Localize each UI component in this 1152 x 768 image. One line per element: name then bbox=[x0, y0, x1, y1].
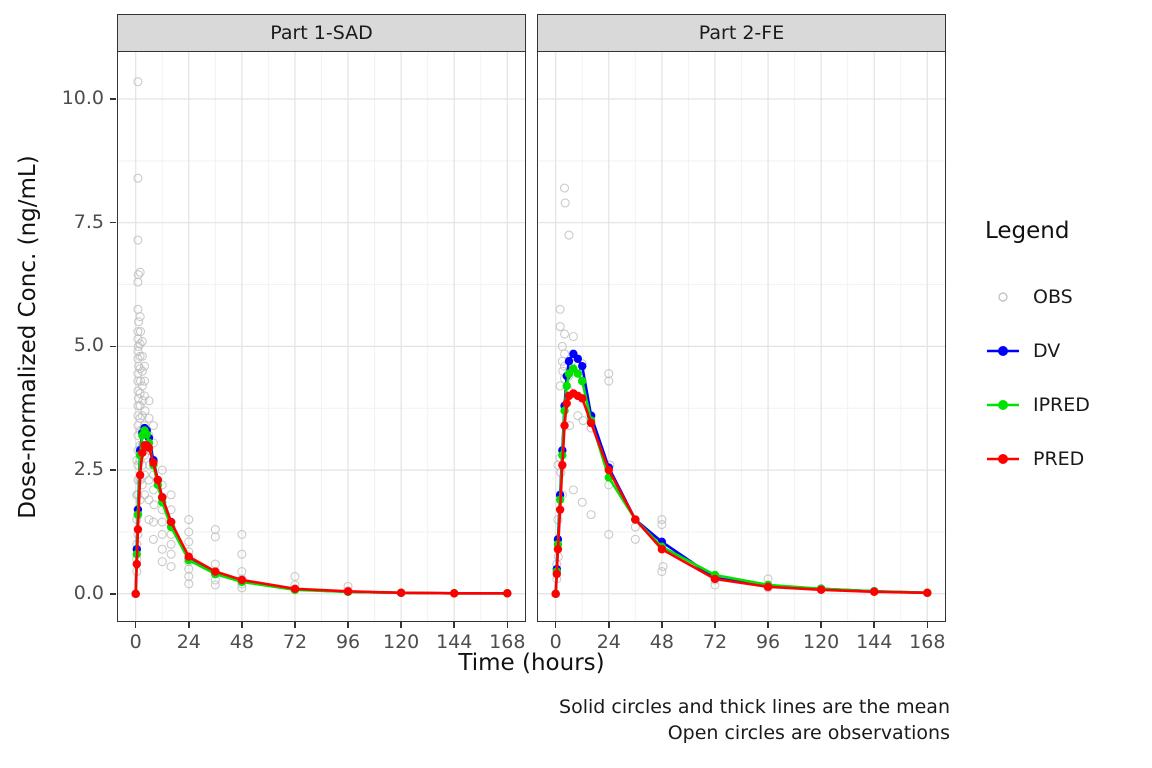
y-axis-tick bbox=[110, 593, 116, 595]
x-tick-label: 144 bbox=[856, 631, 893, 653]
x-axis-tick bbox=[400, 622, 402, 628]
x-axis-tick bbox=[926, 622, 929, 628]
legend-label: OBS bbox=[1033, 286, 1073, 308]
y-tick-label: 10.0 bbox=[61, 87, 104, 109]
legend-title: Legend bbox=[985, 218, 1070, 244]
legend: Legend OBS DV IPRED PRED bbox=[985, 218, 1090, 486]
x-axis-tick bbox=[554, 622, 557, 628]
x-tick-label: 48 bbox=[649, 631, 674, 653]
x-tick-label: 96 bbox=[335, 631, 361, 653]
dv-line-point-icon bbox=[985, 340, 1021, 362]
x-axis-tick bbox=[188, 622, 190, 628]
plot-area-part1-sad bbox=[118, 52, 525, 621]
minor-gridlines bbox=[118, 52, 525, 621]
x-axis-tick bbox=[767, 622, 769, 628]
x-tick-label: 144 bbox=[436, 631, 473, 653]
y-axis-tick bbox=[110, 221, 116, 224]
legend-label: DV bbox=[1033, 340, 1061, 362]
y-axis-title: Dose-normalized Conc. (ng/mL) bbox=[15, 155, 41, 519]
y-tick-label: 5.0 bbox=[73, 334, 104, 357]
x-tick-label: 72 bbox=[282, 631, 308, 653]
x-axis-tick bbox=[453, 622, 455, 628]
minor-gridlines bbox=[538, 52, 945, 621]
plot-area-part2-fe bbox=[538, 52, 945, 621]
caption-line-1: Solid circles and thick lines are the me… bbox=[559, 696, 950, 718]
y-axis-tick bbox=[110, 345, 116, 348]
plot-panel-part2-fe bbox=[537, 51, 946, 622]
plot-panel-part1-sad bbox=[117, 51, 526, 622]
major-gridlines bbox=[538, 52, 945, 621]
x-tick-label: 24 bbox=[176, 631, 201, 653]
major-gridlines bbox=[118, 52, 525, 621]
caption: Solid circles and thick lines are the me… bbox=[559, 694, 950, 746]
x-axis-tick bbox=[506, 622, 509, 628]
x-axis-tick bbox=[661, 622, 663, 628]
x-tick-label: 0 bbox=[549, 631, 562, 653]
obs-open-circle-icon bbox=[985, 286, 1021, 308]
x-axis-tick bbox=[873, 622, 875, 628]
facet-strip-part2-fe: Part 2-FE bbox=[537, 14, 946, 52]
x-axis-tick bbox=[294, 622, 296, 628]
facet-strip-part1-sad: Part 1-SAD bbox=[117, 14, 526, 52]
y-tick-label: 0.0 bbox=[73, 581, 104, 604]
series-pred bbox=[551, 389, 932, 598]
x-tick-label: 120 bbox=[382, 631, 420, 653]
legend-label: IPRED bbox=[1033, 394, 1090, 416]
x-tick-label: 24 bbox=[596, 631, 621, 653]
x-axis-tick bbox=[714, 622, 716, 628]
x-axis-tick bbox=[347, 622, 349, 628]
x-axis-tick bbox=[820, 622, 822, 628]
legend-item-ipred: IPRED bbox=[985, 378, 1090, 432]
y-axis-tick bbox=[110, 98, 116, 100]
ipred-line-point-icon bbox=[985, 394, 1021, 416]
x-axis-tick bbox=[134, 622, 137, 628]
legend-item-dv: DV bbox=[985, 324, 1090, 378]
legend-item-pred: PRED bbox=[985, 432, 1090, 486]
y-tick-label: 7.5 bbox=[73, 210, 104, 233]
x-axis-tick bbox=[241, 622, 243, 628]
series-pred bbox=[131, 441, 512, 598]
x-tick-label: 0 bbox=[129, 631, 142, 653]
legend-label: PRED bbox=[1033, 448, 1085, 470]
facet-strip-label: Part 1-SAD bbox=[270, 22, 373, 44]
x-tick-label: 72 bbox=[702, 631, 728, 653]
x-tick-label: 168 bbox=[489, 631, 526, 653]
x-tick-label: 168 bbox=[909, 631, 946, 653]
facet-strip-label: Part 2-FE bbox=[698, 22, 785, 44]
x-tick-label: 96 bbox=[755, 631, 781, 653]
x-axis-title: Time (hours) bbox=[458, 650, 605, 676]
legend-item-obs: OBS bbox=[985, 270, 1090, 324]
y-tick-label: 2.5 bbox=[73, 458, 104, 481]
x-tick-label: 120 bbox=[802, 631, 840, 653]
caption-line-2: Open circles are observations bbox=[667, 722, 950, 744]
pred-line-point-icon bbox=[985, 448, 1021, 470]
x-tick-label: 48 bbox=[229, 631, 254, 653]
x-axis-tick bbox=[608, 622, 610, 628]
y-axis-tick bbox=[110, 469, 116, 471]
